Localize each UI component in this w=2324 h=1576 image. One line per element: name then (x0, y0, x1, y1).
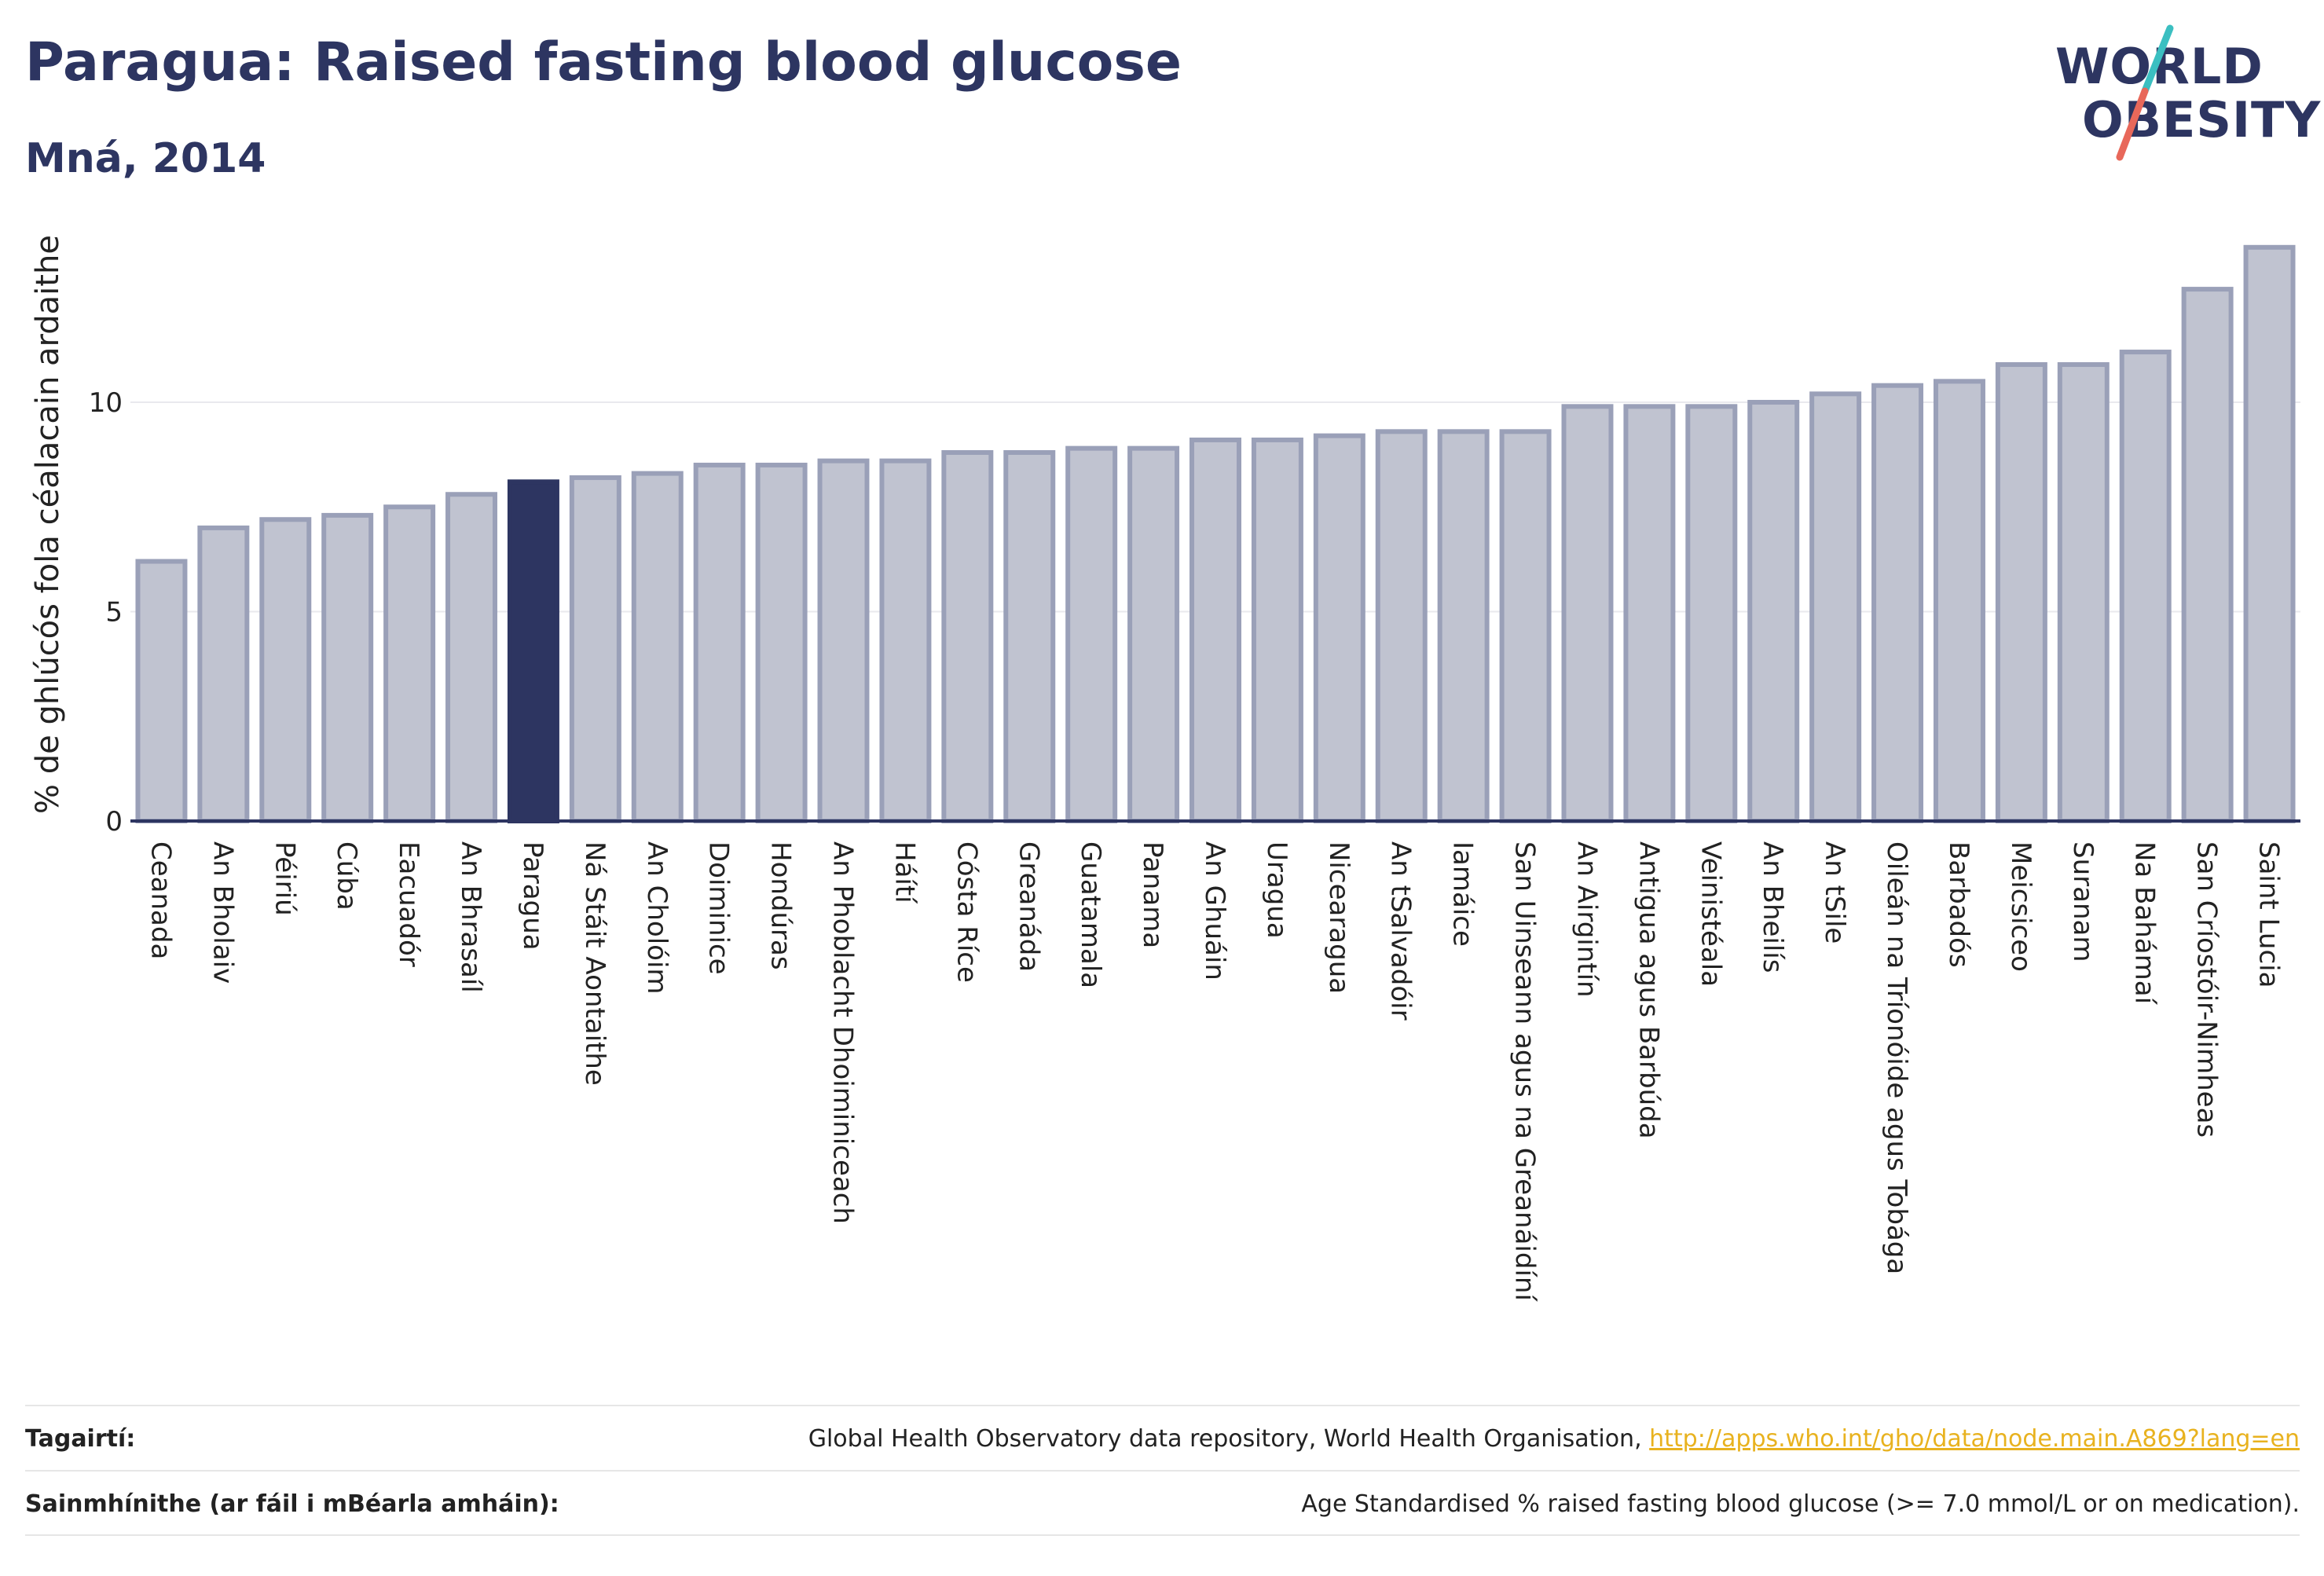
x-tick-label: San Uinseann agus na Greanáidíní (1509, 841, 1541, 1302)
x-tick-label: Cúba (331, 841, 362, 911)
references-label: Tagairtí: (25, 1424, 136, 1453)
x-tick-label: Panama (1137, 841, 1168, 948)
bar (1189, 437, 1241, 823)
bar (1623, 404, 1676, 823)
x-tick-label: Antigua agus Barbúda (1633, 841, 1664, 1139)
bar (1437, 429, 1490, 823)
x-tick-label: An Phoblacht Dhoiminiceach (827, 841, 859, 1224)
bar (569, 475, 621, 823)
x-tick-label: Uragua (1261, 841, 1292, 939)
logo-slash-icon (2116, 24, 2174, 161)
bar (383, 504, 436, 823)
bar (1747, 400, 1800, 823)
bar (445, 492, 498, 823)
bar (1871, 383, 1924, 823)
bar (1003, 449, 1056, 824)
x-tick-label: An Bhrasaíl (455, 841, 486, 993)
bar (1251, 437, 1303, 823)
page-subtitle: Mná, 2014 (25, 135, 266, 182)
definitions-label: Sainmhínithe (ar fáil i mBéarla amháin): (25, 1490, 559, 1518)
x-tick-label: Péiriú (269, 841, 300, 916)
x-tick-label: Barbadós (1943, 841, 1974, 968)
bar (1127, 445, 1180, 823)
x-tick-label: An Airgintín (1571, 841, 1602, 998)
bar (321, 512, 374, 823)
x-tick-label: Paragua (517, 841, 548, 951)
x-tick-label: Meicsiceo (2005, 841, 2036, 972)
bar (1313, 433, 1365, 823)
bar (135, 559, 188, 823)
references-link[interactable]: http://apps.who.int/gho/data/node.main.A… (1649, 1424, 2300, 1453)
y-tick-label: 5 (105, 597, 123, 629)
x-tick-label: An Ghuáin (1199, 841, 1230, 980)
x-tick-label: Ná Stáit Aontaithe (579, 841, 610, 1086)
x-tick-label: Suranam (2067, 841, 2099, 962)
bar (1933, 379, 1985, 824)
x-tick-label: Nicearagua (1323, 841, 1354, 994)
bar (1995, 362, 2047, 823)
bar (1809, 391, 1862, 823)
y-tick-label: 0 (105, 806, 123, 837)
bar (693, 462, 746, 823)
x-tick-label: An Bheilís (1757, 841, 1788, 973)
bar (941, 449, 994, 824)
bar (197, 525, 250, 824)
bar (2119, 350, 2172, 824)
bar (631, 471, 684, 823)
x-tick-label: Guatamala (1075, 841, 1106, 988)
x-tick-label: Oileán na Tríonóide agus Tobága (1881, 841, 1912, 1274)
x-tick-label: Na Bahámaí (2129, 841, 2161, 1006)
x-tick-label: Veinistéala (1695, 841, 1726, 987)
bar (2243, 244, 2296, 824)
definitions-row: Sainmhínithe (ar fáil i mBéarla amháin):… (25, 1470, 2300, 1536)
bar (1065, 445, 1118, 823)
definitions-text: Age Standardised % raised fasting blood … (1301, 1490, 2300, 1518)
references-text: Global Health Observatory data repositor… (808, 1424, 1650, 1453)
page-title: Paragua: Raised fasting blood glucose (25, 31, 1182, 93)
x-tick-label: An Cholóim (641, 841, 673, 995)
x-tick-label: Doiminice (703, 841, 735, 975)
x-tick-label: Hondúras (765, 841, 797, 970)
references-value: Global Health Observatory data repositor… (808, 1425, 2300, 1453)
bar (1375, 429, 1428, 823)
bar (1561, 404, 1614, 823)
x-tick-label: Cósta Ríce (951, 841, 982, 983)
bar (2181, 287, 2234, 823)
x-tick-label: Greanáda (1013, 841, 1044, 972)
bar (2057, 362, 2110, 823)
bar (507, 479, 559, 824)
world-obesity-logo: WORLD OBESITY (2052, 22, 2320, 163)
footer-divider (25, 1534, 2300, 1536)
x-tick-label: An tSalvadóir (1385, 841, 1417, 1021)
bar (879, 458, 932, 823)
x-tick-label: An Bholaiv (207, 841, 238, 984)
x-tick-label: Háítí (889, 841, 920, 904)
x-tick-label: San Críostóir-Nimheas (2191, 841, 2223, 1138)
x-tick-label: Iamáice (1447, 841, 1479, 947)
x-tick-label: An tSile (1819, 841, 1850, 944)
bar (1685, 404, 1738, 823)
bar (259, 517, 312, 823)
bar (1499, 429, 1552, 823)
x-tick-label: Eacuadór (393, 841, 424, 967)
y-axis-label: % de ghlúcós fola céalacain ardaithe (30, 235, 66, 814)
logo-word-obesity: OBESITY (2082, 91, 2322, 148)
y-tick-label: 10 (89, 387, 123, 419)
references-row: Tagairtí: Global Health Observatory data… (25, 1405, 2300, 1471)
bar (755, 462, 808, 823)
bar (817, 458, 870, 823)
x-tick-label: Ceanada (145, 841, 176, 959)
bar-chart: 0 5 10 % de ghlúcós fola céalacain ardaithe… (30, 235, 2300, 1302)
x-tick-label: Saint Lucia (2253, 841, 2285, 988)
